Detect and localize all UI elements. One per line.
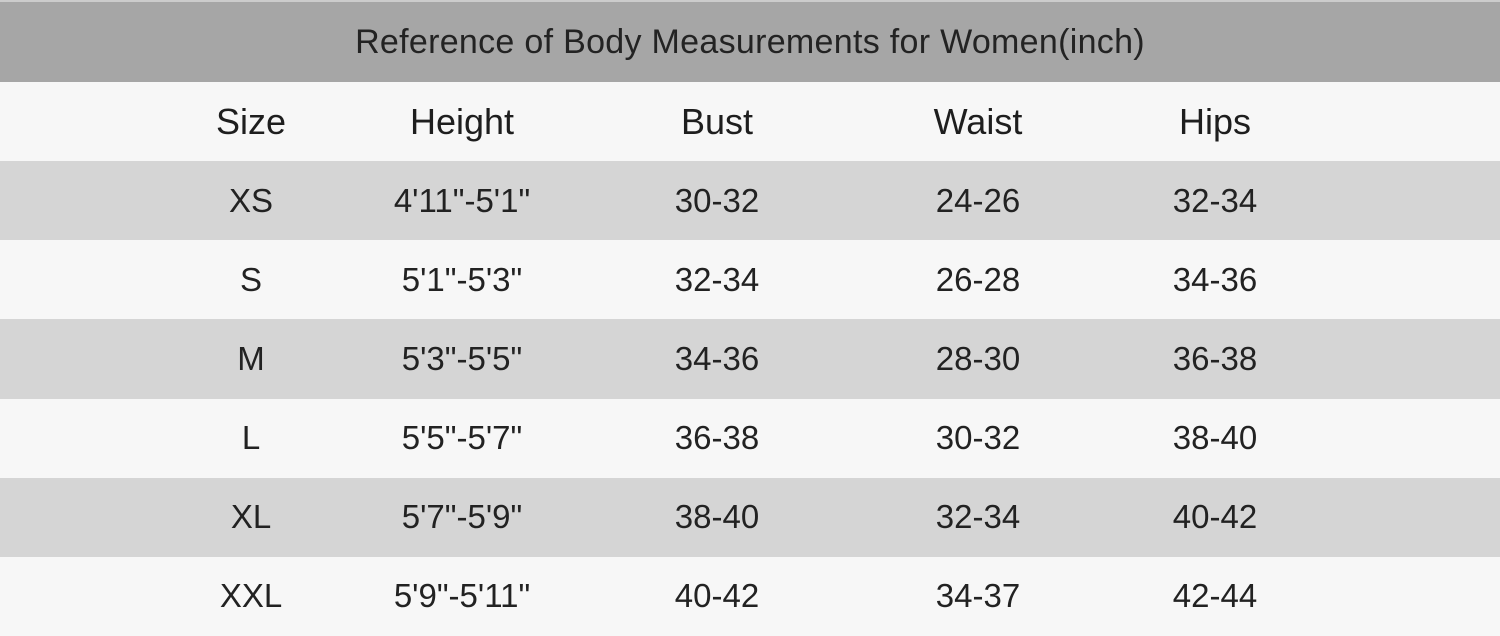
cell-bust: 36-38	[674, 419, 760, 457]
cell-bust: 34-36	[674, 339, 760, 377]
chart-title-bar: Reference of Body Measurements for Women…	[0, 2, 1500, 82]
cell-waist: 32-34	[935, 498, 1021, 536]
cell-bust: 30-32	[674, 181, 760, 219]
column-header-hips: Hips	[1178, 100, 1252, 142]
cell-hips: 32-34	[1172, 181, 1258, 219]
cell-size: XS	[228, 181, 274, 219]
cell-height: 4'11"-5'1"	[393, 181, 531, 219]
cell-size: XXL	[219, 577, 283, 615]
column-header-height: Height	[409, 100, 515, 142]
cell-size: L	[241, 419, 261, 457]
cell-hips: 38-40	[1172, 419, 1258, 457]
cell-height: 5'1"-5'3"	[401, 260, 523, 298]
table-row-m: M 5'3"-5'5" 34-36 28-30 36-38	[0, 319, 1500, 399]
cell-height: 5'7"-5'9"	[401, 498, 523, 536]
column-header-size: Size	[215, 100, 287, 142]
cell-size: XL	[230, 498, 272, 536]
cell-hips: 34-36	[1172, 260, 1258, 298]
cell-height: 5'3"-5'5"	[401, 339, 523, 377]
cell-bust: 38-40	[674, 498, 760, 536]
cell-bust: 40-42	[674, 577, 760, 615]
column-header-bust: Bust	[680, 100, 754, 142]
cell-waist: 34-37	[935, 577, 1021, 615]
cell-waist: 24-26	[935, 181, 1021, 219]
cell-hips: 36-38	[1172, 339, 1258, 377]
table-row-l: L 5'5"-5'7" 36-38 30-32 38-40	[0, 398, 1500, 478]
cell-hips: 42-44	[1172, 577, 1258, 615]
cell-size: S	[239, 260, 262, 298]
cell-waist: 30-32	[935, 419, 1021, 457]
cell-height: 5'5"-5'7"	[401, 419, 523, 457]
cell-hips: 40-42	[1172, 498, 1258, 536]
cell-height: 5'9"-5'11"	[393, 577, 531, 615]
table-row-xl: XL 5'7"-5'9" 38-40 32-34 40-42	[0, 477, 1500, 557]
column-header-waist: Waist	[933, 100, 1023, 142]
table-row-xxl: XXL 5'9"-5'11" 40-42 34-37 42-44	[0, 556, 1500, 636]
cell-waist: 28-30	[935, 339, 1021, 377]
cell-size: M	[237, 339, 265, 377]
chart-title: Reference of Body Measurements for Women…	[355, 22, 1145, 61]
table-row-s: S 5'1"-5'3" 32-34 26-28 34-36	[0, 240, 1500, 320]
table-header-row: Size Height Bust Waist Hips	[0, 82, 1500, 161]
cell-bust: 32-34	[674, 260, 760, 298]
cell-waist: 26-28	[935, 260, 1021, 298]
table-row-xs: XS 4'11"-5'1" 30-32 24-26 32-34	[0, 161, 1500, 241]
